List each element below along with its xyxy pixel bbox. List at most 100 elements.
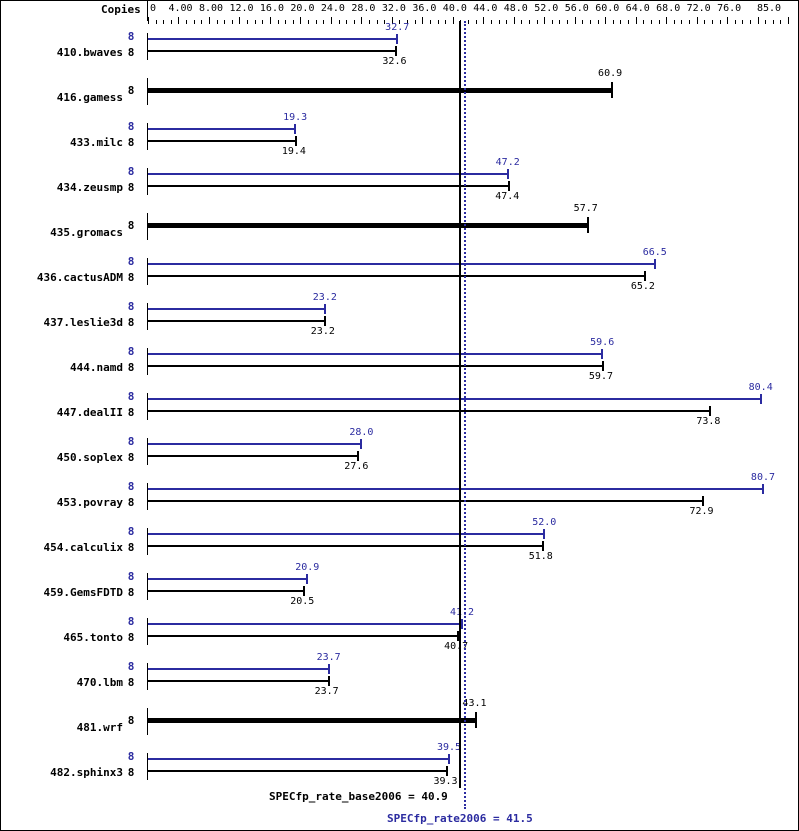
benchmark-label: 450.soplex [56, 451, 123, 464]
axis-minor-tick [186, 20, 187, 24]
benchmark-label: 454.calculix [43, 541, 123, 554]
base-value: 72.9 [689, 506, 714, 517]
peak-value: 80.4 [748, 382, 773, 393]
benchmark-label: 437.leslie3d [43, 316, 123, 329]
base-copies: 8 [127, 406, 135, 419]
peak-end-tick [294, 124, 297, 134]
axis-minor-tick [651, 20, 652, 24]
base-value: 19.4 [281, 146, 306, 157]
axis-major-tick [331, 17, 332, 24]
axis-major-tick [605, 17, 606, 24]
base-value: 60.9 [598, 68, 623, 79]
axis-minor-tick [247, 20, 248, 24]
base-end-tick [702, 496, 705, 506]
axis-tick-label: 28.0 [351, 3, 376, 14]
benchmark-label: 433.milc [70, 136, 123, 149]
base-value: 32.6 [382, 56, 407, 67]
peak-copies: 8 [127, 660, 135, 673]
axis-minor-tick [773, 20, 774, 24]
axis-tick-label: 36.0 [412, 3, 437, 14]
base-copies: 8 [127, 586, 135, 599]
peak-copies: 8 [127, 525, 135, 538]
axis-tick-label: 48.0 [503, 3, 528, 14]
axis-minor-tick [506, 20, 507, 24]
axis-minor-tick [537, 20, 538, 24]
axis-major-tick [453, 17, 454, 24]
base-bar [148, 275, 645, 277]
peak-copies: 8 [127, 615, 135, 628]
axis-minor-tick [476, 20, 477, 24]
base-value: 20.5 [290, 596, 315, 607]
base-copies: 8 [127, 46, 135, 59]
base-value: 73.8 [696, 416, 721, 427]
base-value: 51.8 [528, 551, 553, 562]
axis-minor-tick [529, 20, 530, 24]
base-end-tick [586, 217, 589, 233]
copies-header: Copies [101, 3, 141, 16]
axis-tick-label: 32.0 [381, 3, 406, 14]
peak-end-tick [460, 619, 463, 629]
axis-minor-tick [765, 20, 766, 24]
peak-value: 19.3 [283, 112, 308, 123]
base-bar [148, 185, 510, 187]
row-axis-line [147, 618, 148, 645]
peak-value: 32.7 [385, 22, 410, 33]
axis-tick-label: 4.00 [168, 3, 193, 14]
axis-major-tick [636, 17, 637, 24]
peak-summary: SPECfp_rate2006 = 41.5 [387, 812, 533, 825]
axis-minor-tick [384, 20, 385, 24]
row-axis-line [147, 168, 148, 195]
axis-minor-tick [262, 20, 263, 24]
peak-value: 39.5 [436, 742, 462, 753]
base-value: 40.7 [444, 641, 469, 652]
peak-end-tick [360, 439, 363, 449]
peak-copies: 8 [127, 570, 135, 583]
row-axis-line [147, 258, 148, 285]
axis-minor-tick [339, 20, 340, 24]
row-axis-line [147, 33, 148, 60]
base-copies: 8 [127, 631, 135, 644]
axis-tick-label: 72.0 [686, 3, 711, 14]
row-axis-line [147, 123, 148, 150]
peak-bar [148, 128, 296, 130]
axis-minor-tick [201, 20, 202, 24]
benchmark-label: 481.wrf [76, 721, 123, 734]
axis-minor-tick [438, 20, 439, 24]
peak-end-tick [653, 259, 656, 269]
base-bar [148, 223, 588, 228]
axis-minor-tick [316, 20, 317, 24]
axis-major-tick [361, 17, 362, 24]
axis-minor-tick [750, 20, 751, 24]
axis-tick-label: 40.0 [442, 3, 467, 14]
peak-end-tick [506, 169, 509, 179]
base-copies: 8 [127, 496, 135, 509]
axis-minor-tick [285, 20, 286, 24]
benchmark-label: 444.namd [70, 361, 123, 374]
peak-value: 41.2 [449, 607, 475, 618]
row-axis-line [147, 213, 148, 240]
base-copies: 8 [127, 676, 135, 689]
base-value: 59.7 [588, 371, 613, 382]
axis-minor-tick [590, 20, 591, 24]
base-end-tick [709, 406, 712, 416]
base-bar [148, 770, 448, 772]
axis-minor-tick [681, 20, 682, 24]
peak-value: 80.7 [750, 472, 776, 483]
axis-minor-tick [323, 20, 324, 24]
axis-major-tick [392, 17, 393, 24]
axis-minor-tick [712, 20, 713, 24]
axis-major-tick [300, 17, 301, 24]
base-bar [148, 455, 359, 457]
base-bar [148, 320, 325, 322]
axis-major-tick [178, 17, 179, 24]
base-copies: 8 [127, 84, 135, 97]
axis-tick-label: 60.0 [595, 3, 620, 14]
axis-minor-tick [194, 20, 195, 24]
axis-minor-tick [369, 20, 370, 24]
peak-value: 23.2 [312, 292, 337, 303]
row-axis-line [147, 708, 148, 735]
base-copies: 8 [127, 316, 135, 329]
base-copies: 8 [127, 361, 135, 374]
axis-minor-tick [659, 20, 660, 24]
base-bar [148, 140, 296, 142]
